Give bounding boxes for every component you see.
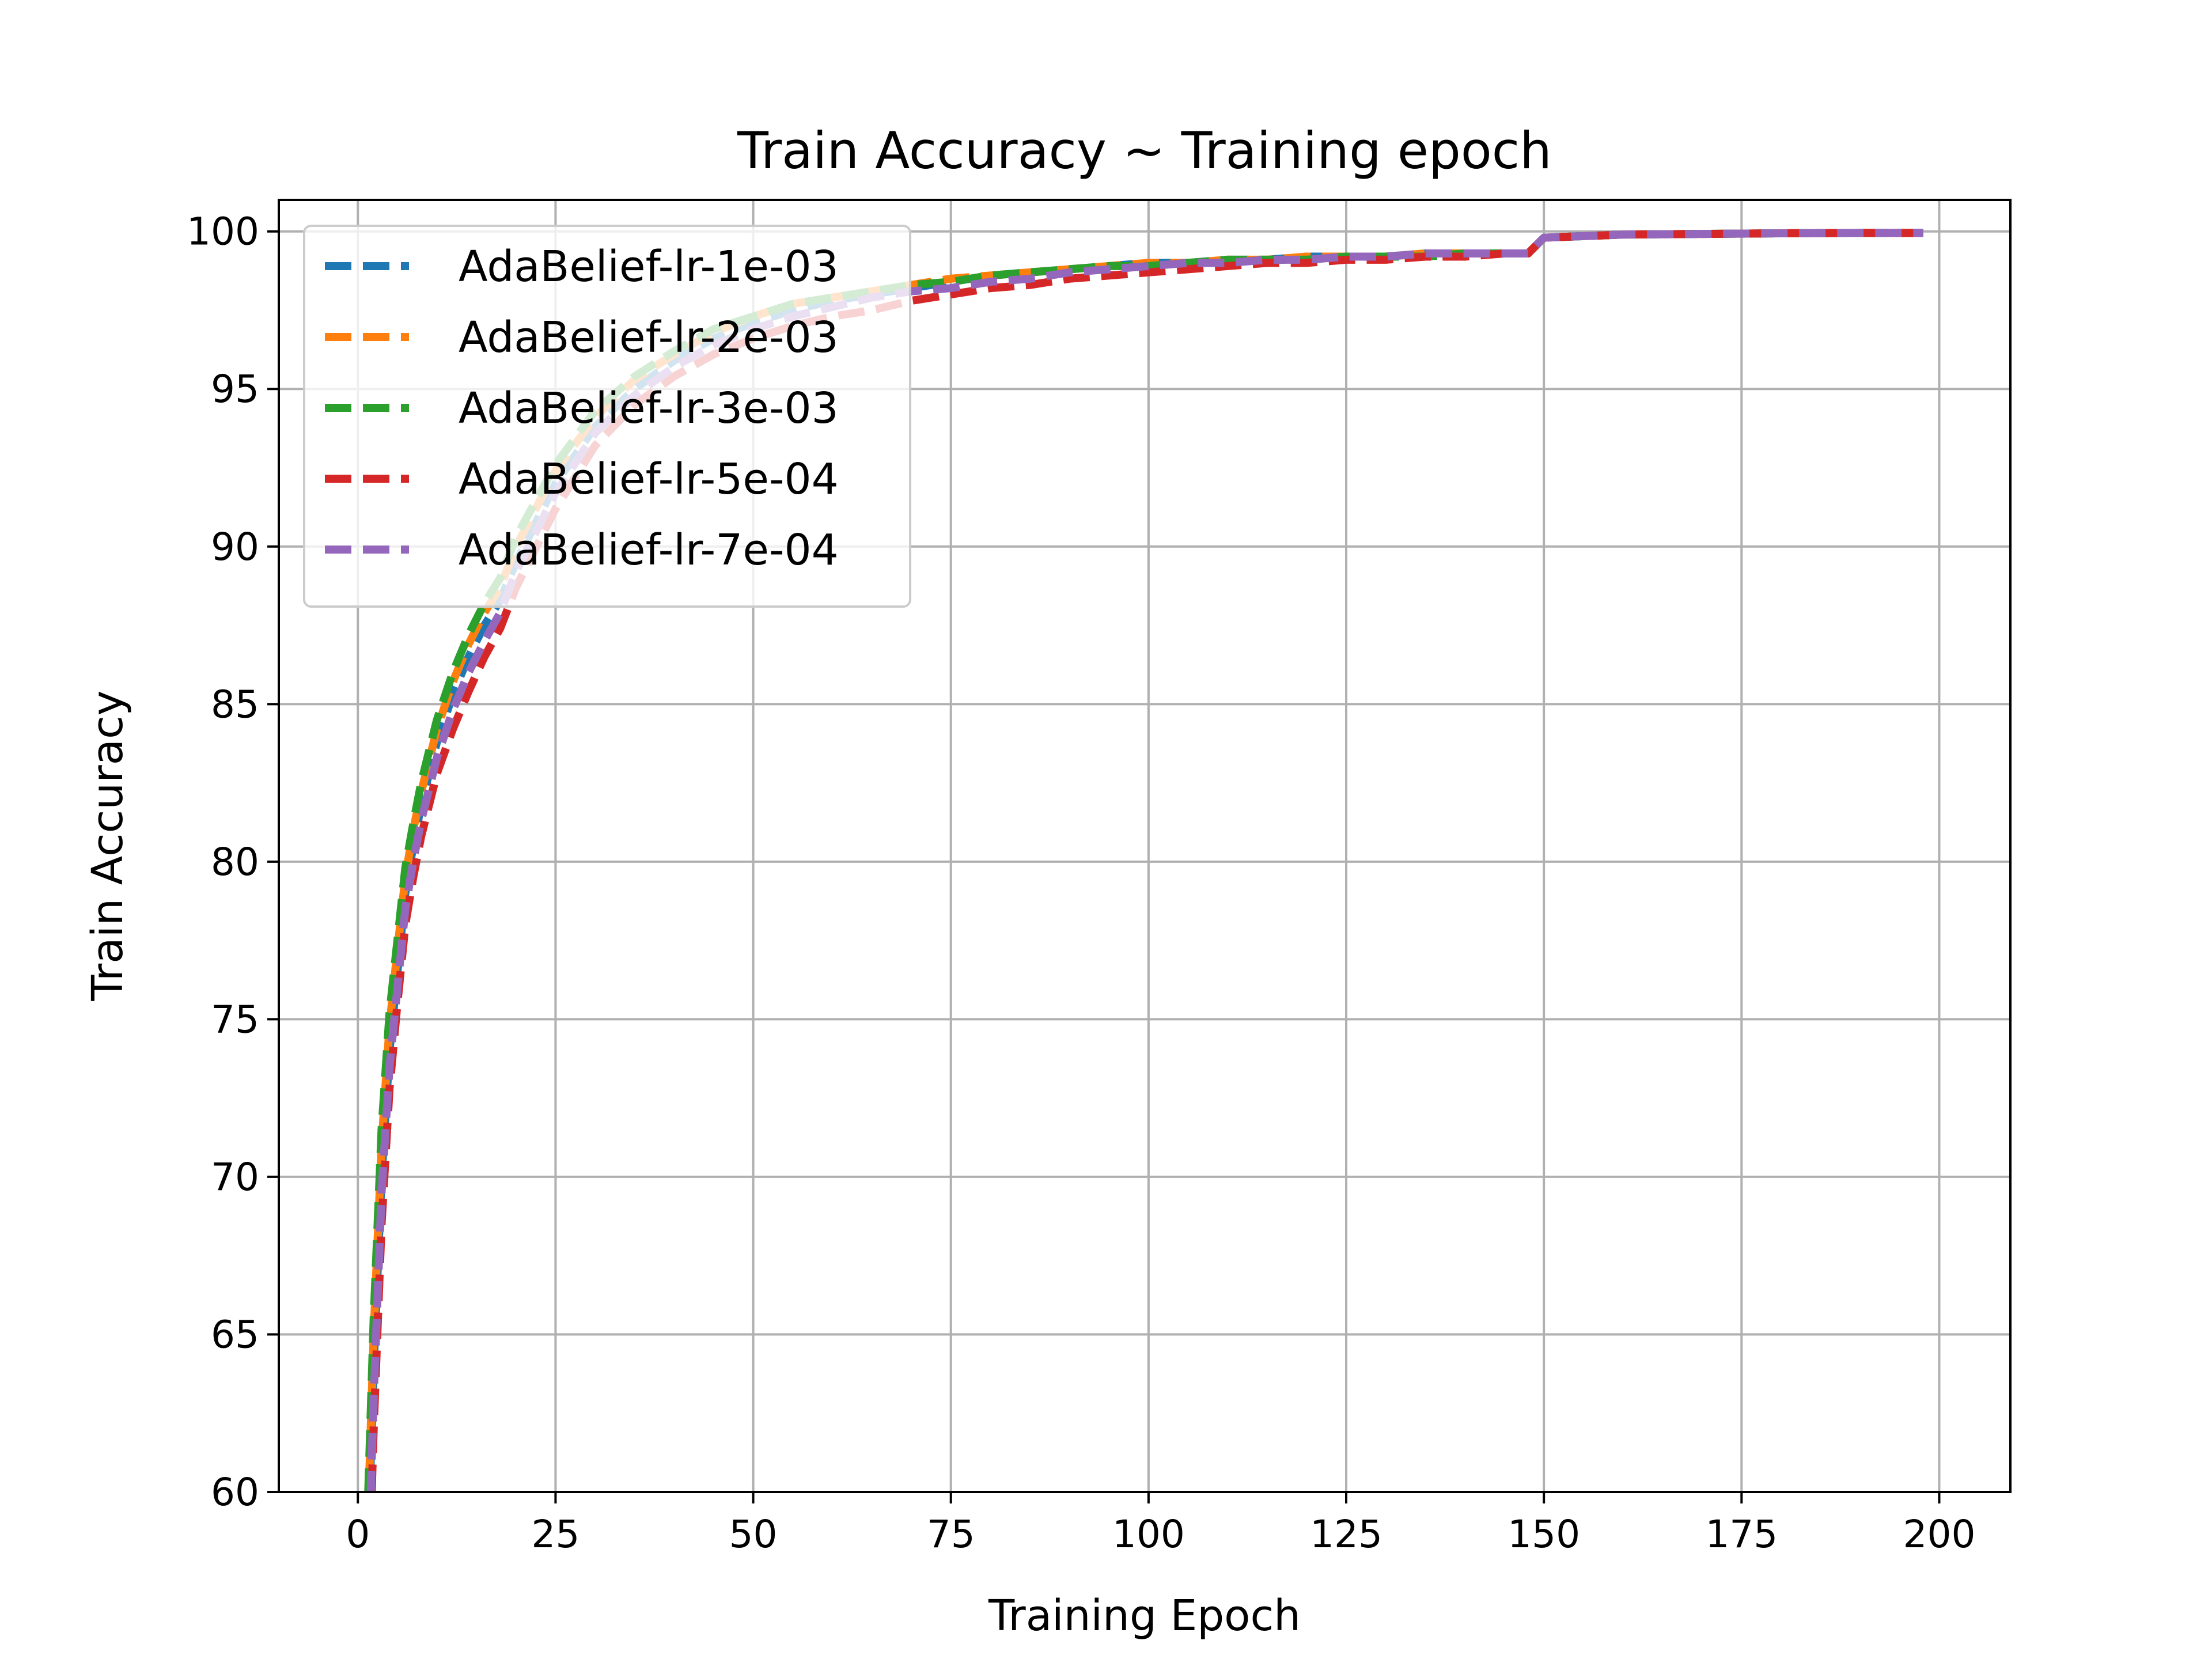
x-tick-label: 50 [729, 1512, 778, 1556]
y-tick-label: 95 [211, 367, 259, 411]
y-tick-label: 70 [211, 1155, 259, 1199]
legend-label: AdaBelief-lr-7e-04 [459, 525, 839, 575]
series-layer [364, 229, 1923, 1492]
x-tick-label: 175 [1705, 1512, 1778, 1556]
plot-frame [278, 199, 2012, 1493]
legend: AdaBelief-lr-1e-03 AdaBelief-lr-2e-03 AdaB… [303, 225, 911, 608]
y-tick-label: 75 [211, 997, 259, 1041]
legend-label: AdaBelief-lr-5e-04 [459, 454, 839, 504]
legend-label: AdaBelief-lr-3e-03 [459, 384, 839, 433]
y-tick-label: 60 [211, 1470, 259, 1514]
x-tick-label: 200 [1903, 1512, 1975, 1556]
y-axis-label: Train Accuracy [83, 691, 132, 1002]
x-tick-label: 125 [1310, 1512, 1382, 1556]
series-line-5 [366, 229, 1923, 1492]
x-tick-label: 25 [531, 1512, 579, 1556]
ticks: 0 25 50 75 100 125 150 175 200 60 65 70 75 80 85 90 95 10… [187, 210, 1975, 1556]
legend-box [303, 225, 911, 608]
y-tick-label: 85 [211, 682, 259, 726]
legend-label: AdaBelief-lr-2e-03 [459, 313, 839, 362]
x-tick-label: 75 [927, 1512, 975, 1556]
legend-label: AdaBelief-lr-1e-03 [459, 242, 839, 291]
y-tick-label: 80 [211, 840, 259, 884]
y-tick-label: 100 [187, 210, 259, 254]
y-tick-label: 65 [211, 1312, 259, 1357]
y-tick-label: 90 [211, 525, 259, 569]
x-tick-label: 0 [346, 1512, 370, 1556]
chart-title: Train Accuracy ~ Training epoch [737, 121, 1552, 180]
x-tick-label: 150 [1508, 1512, 1580, 1556]
x-axis-label: Training Epoch [988, 1591, 1301, 1641]
x-tick-label: 100 [1112, 1512, 1185, 1556]
